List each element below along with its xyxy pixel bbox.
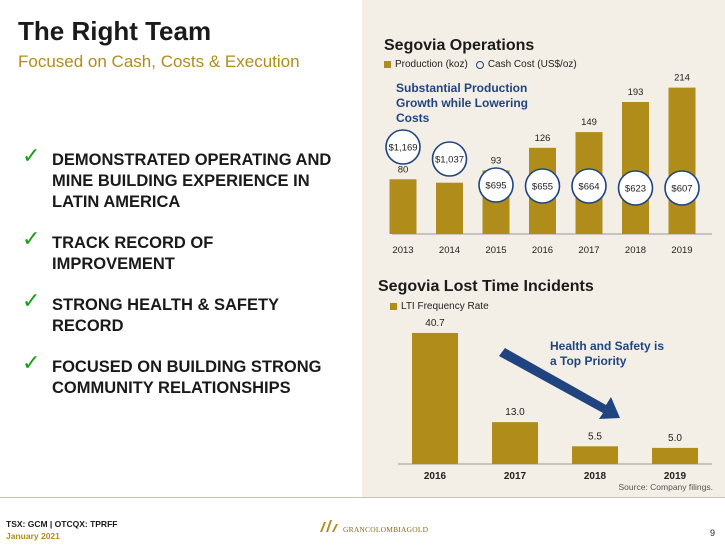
bullet-line: DEMONSTRATED OPERATING AND [52, 151, 332, 169]
legend-swatch-lti [390, 303, 397, 310]
page-number: 9 [709, 528, 715, 538]
annotation-operations: Substantial Production Growth while Lowe… [396, 81, 528, 126]
legend-swatch-cash-cost [475, 60, 484, 69]
marker-cash-cost [571, 168, 607, 204]
bar-production [622, 101, 649, 234]
bullet-list: ✓ DEMONSTRATED OPERATING AND MINE BUILDI… [22, 144, 352, 419]
company-logo: GRANCOLOMBIAGOLD [318, 518, 428, 534]
chart-lti: 40.7 2016 13.0 2017 5.5 2018 5.0 2019 [398, 318, 712, 482]
chart-operations: 80$1,169201375$1,037201493$6952015126$65… [385, 73, 712, 256]
bullet-text: FOCUSED ON BUILDING STRONG COMMUNITY REL… [52, 357, 352, 399]
bullet-line: FOCUSED ON BUILDING STRONG [52, 358, 322, 376]
legend-lti: LTI Frequency Rate [390, 301, 489, 312]
x-tick-label: 2017 [504, 471, 527, 482]
chart-title-operations: Segovia Operations [384, 37, 535, 54]
data-label-cash-cost: $607 [671, 184, 692, 195]
data-label-cash-cost: $695 [485, 181, 506, 192]
marker-cash-cost [431, 141, 468, 177]
marker-cash-cost [385, 129, 421, 165]
data-label-lti: 5.5 [588, 431, 602, 442]
x-tick-label: 2015 [485, 245, 506, 256]
marker-cash-cost [617, 170, 654, 206]
data-label-cash-cost: $664 [578, 182, 599, 193]
footer-date: January 2021 [6, 531, 60, 541]
legend-label-production: Production (koz) [395, 59, 468, 70]
data-label-cash-cost: $1,037 [435, 155, 464, 166]
legend-operations: Production (koz) Cash Cost (US$/oz) [384, 59, 577, 70]
data-label-lti: 13.0 [505, 407, 525, 418]
bullet-item: ✓ TRACK RECORD OF IMPROVEMENT [22, 227, 352, 275]
bullet-line: MINE BUILDING EXPERIENCE IN [52, 172, 310, 190]
bullet-item: ✓ FOCUSED ON BUILDING STRONG COMMUNITY R… [22, 351, 352, 399]
arrow-down-right-icon [499, 348, 620, 419]
data-label-production: 80 [398, 164, 409, 175]
bullet-line: IMPROVEMENT [52, 255, 175, 273]
legend-label-cash-cost: Cash Cost (US$/oz) [487, 59, 577, 70]
x-tick-label: 2013 [392, 245, 413, 256]
x-tick-label: 2018 [625, 245, 646, 256]
gold-bars-logo-icon [320, 520, 338, 532]
data-label-production: 93 [491, 155, 502, 166]
bullet-item: ✓ DEMONSTRATED OPERATING AND MINE BUILDI… [22, 144, 352, 213]
footer-ticker: TSX: GCM | OTCQX: TPRFF [6, 519, 118, 529]
check-icon: ✓ [22, 227, 41, 252]
footer-divider [0, 497, 725, 498]
chart-title-lti: Segovia Lost Time Incidents [378, 278, 594, 295]
data-label-cash-cost: $623 [625, 184, 646, 195]
marker-cash-cost [524, 168, 561, 204]
data-label-production: 149 [581, 117, 597, 128]
bullet-text: DEMONSTRATED OPERATING AND MINE BUILDING… [52, 150, 352, 213]
marker-cash-cost [478, 167, 514, 203]
bar-lti [412, 332, 458, 464]
check-icon: ✓ [22, 144, 41, 169]
bar-production [436, 182, 463, 234]
bullet-text: TRACK RECORD OF IMPROVEMENT [52, 233, 352, 275]
annotation-lti: Health and Safety is a Top Priority [550, 339, 664, 369]
page-subtitle: Focused on Cash, Costs & Execution [18, 52, 300, 71]
page-title: The Right Team [18, 16, 212, 46]
bullet-line: TRACK RECORD OF [52, 234, 214, 252]
data-label-production: 214 [674, 73, 690, 84]
x-tick-label: 2018 [584, 471, 607, 482]
bullet-line: RECORD [52, 317, 124, 335]
x-tick-label: 2017 [578, 245, 599, 256]
bar-lti [492, 422, 538, 464]
data-label-lti: 40.7 [425, 318, 445, 329]
x-tick-label: 2019 [664, 471, 687, 482]
x-tick-label: 2019 [671, 245, 692, 256]
annotation-line: Substantial Production [396, 81, 528, 95]
logo-text: GRANCOLOMBIAGOLD [343, 525, 429, 534]
annotation-line: Health and Safety is [550, 339, 665, 353]
x-tick-label: 2016 [424, 471, 447, 482]
check-icon: ✓ [22, 289, 41, 314]
data-label-lti: 5.0 [668, 433, 682, 444]
bar-lti [572, 446, 618, 464]
bar-production [668, 87, 696, 235]
annotation-line: a Top Priority [550, 354, 627, 368]
legend-swatch-production [384, 61, 391, 68]
data-label-production: 193 [628, 87, 644, 98]
data-label-cash-cost: $655 [532, 182, 553, 193]
data-label-cash-cost: $1,169 [388, 143, 417, 154]
check-icon: ✓ [22, 351, 41, 376]
annotation-line: Growth while Lowering [396, 96, 528, 110]
x-tick-label: 2016 [532, 245, 553, 256]
annotation-line: Costs [396, 111, 430, 125]
marker-cash-cost [664, 170, 700, 206]
bullet-line: LATIN AMERICA [52, 193, 181, 211]
source-note: Source: Company filings. [618, 482, 714, 492]
bullet-text: STRONG HEALTH & SAFETY RECORD [52, 295, 352, 337]
bullet-line: STRONG HEALTH & SAFETY [52, 296, 280, 314]
bullet-line: COMMUNITY RELATIONSHIPS [52, 379, 291, 397]
data-label-production: 126 [535, 133, 551, 144]
bullet-item: ✓ STRONG HEALTH & SAFETY RECORD [22, 289, 352, 337]
bar-lti [652, 447, 698, 464]
bar-production [389, 179, 417, 234]
x-tick-label: 2014 [439, 245, 460, 256]
legend-label-lti: LTI Frequency Rate [401, 301, 489, 312]
